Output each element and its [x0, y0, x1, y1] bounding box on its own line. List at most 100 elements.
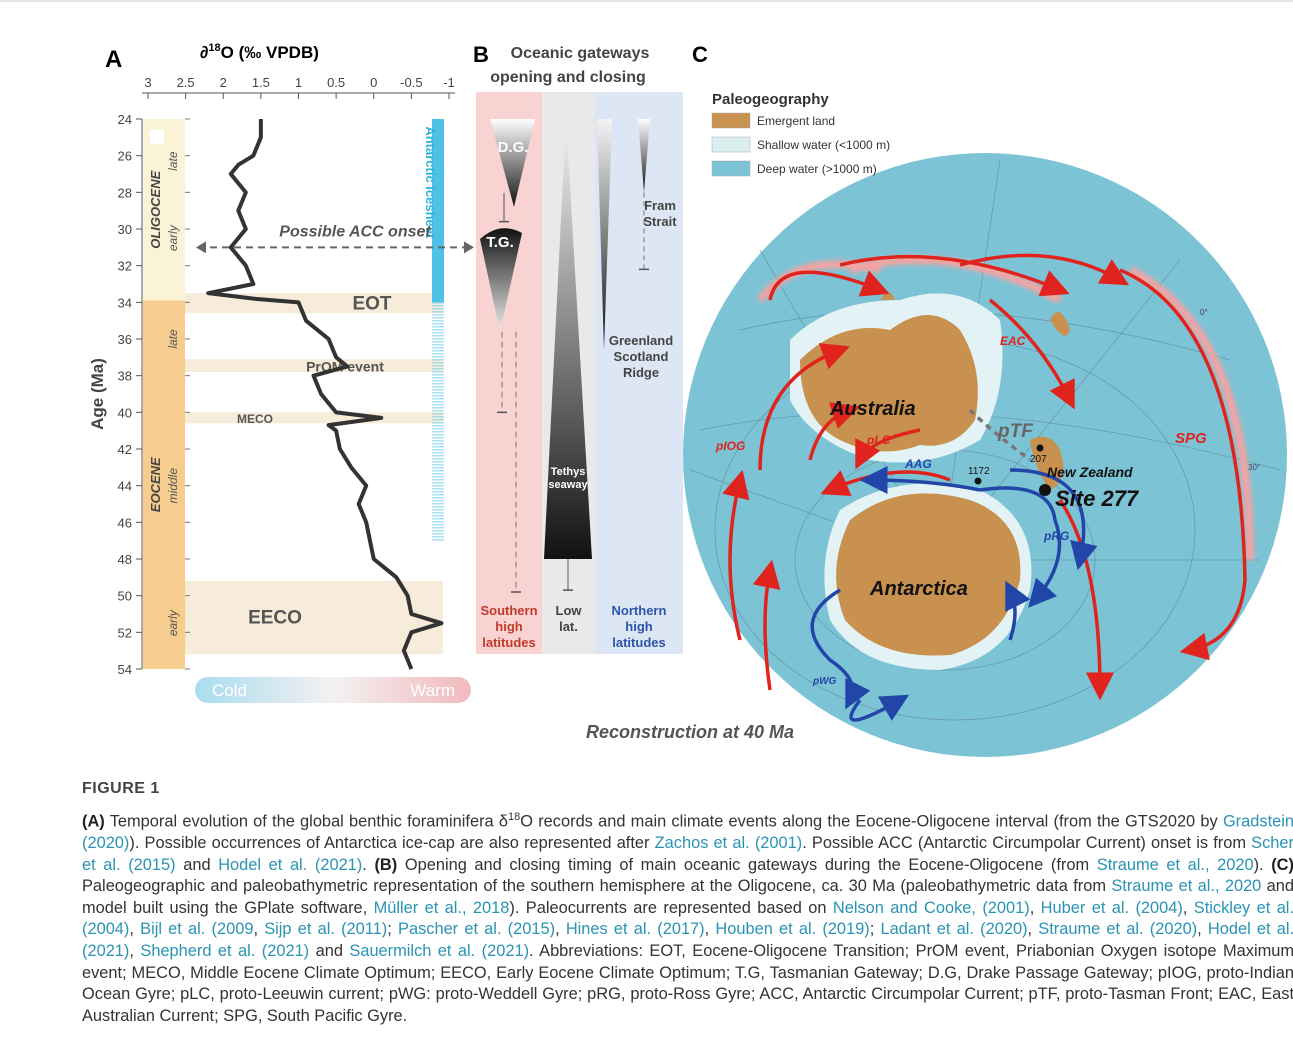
- caption-text: and: [309, 942, 350, 961]
- caption-text: . Possible ACC (Antarctic Circumpolar Cu…: [802, 834, 1252, 853]
- citation-link[interactable]: Nelson and Cooke, (2001): [832, 898, 1030, 917]
- citation-link[interactable]: Sauermilch et al. (2021): [349, 942, 530, 961]
- map-label: Antarctica: [869, 578, 968, 600]
- map-label: pWG: [812, 676, 837, 687]
- y-tick-label: 28: [118, 185, 132, 200]
- event-band: [185, 359, 443, 372]
- citation-link[interactable]: Hodel et al. (2021): [218, 855, 363, 874]
- caption-text: ,: [1029, 898, 1041, 917]
- map-label: New Zealand: [1047, 464, 1133, 480]
- panel-letter: B: [473, 42, 489, 67]
- y-tick-label: 32: [118, 259, 132, 274]
- citation-link[interactable]: Straume et al., 2020: [1096, 855, 1254, 874]
- citation-link[interactable]: Zachos et al. (2001): [654, 834, 803, 853]
- zone-label: lat.: [559, 619, 578, 634]
- y-tick-label: 40: [118, 405, 132, 420]
- epoch-band: [143, 300, 185, 669]
- caption-text: ). Paleocurrents are represented based o…: [509, 898, 833, 917]
- gateway-label: Greenland: [609, 333, 673, 348]
- caption-text: .: [362, 855, 375, 874]
- citation-link[interactable]: Bijl et al. (2009: [140, 920, 254, 939]
- caption-text: ,: [129, 920, 141, 939]
- map-label: Australia: [829, 398, 916, 420]
- epoch-marker: [150, 130, 164, 144]
- caption-text: ;: [869, 920, 881, 939]
- legend-title: Paleogeography: [712, 91, 829, 108]
- temperature-scale: [195, 677, 471, 703]
- caption-text: ;: [387, 920, 399, 939]
- citation-link[interactable]: Hodel et al. (2021): [82, 920, 1293, 961]
- x-tick-label: 1: [295, 75, 302, 90]
- gateway-triangle: [544, 119, 592, 559]
- caption-text: ,: [704, 920, 716, 939]
- sub-epoch-label: late: [166, 329, 180, 349]
- citation-link[interactable]: Stickley et al. (2004): [82, 898, 1293, 939]
- map-label: 207: [1030, 454, 1047, 465]
- text-part: O (‰ VPDB): [221, 43, 319, 62]
- site-277-dot: [1039, 484, 1051, 496]
- citation-link[interactable]: Huber et al. (2004): [1040, 898, 1183, 917]
- y-tick-label: 24: [118, 112, 132, 127]
- zone-label: high: [495, 619, 522, 634]
- citation-link[interactable]: Sijp et al. (2011): [264, 920, 388, 939]
- d18o-curve: [206, 119, 444, 670]
- citation-link[interactable]: Shepherd et al. (2021): [140, 942, 310, 961]
- x-axis-title: ∂18O (‰ VPDB): [200, 42, 319, 62]
- gateway-triangle: [480, 228, 522, 332]
- legend-label: Emergent land: [757, 114, 835, 128]
- epoch-label: OLIGOCENE: [148, 170, 163, 248]
- y-tick-label: 50: [118, 589, 132, 604]
- citation-link[interactable]: Hines et al. (2017): [565, 920, 705, 939]
- map-subtitle: Reconstruction at 40 Ma: [586, 722, 794, 742]
- caption-text: (B): [374, 855, 398, 874]
- event-label: MECO: [237, 412, 273, 426]
- map-label: pRG: [1043, 529, 1069, 543]
- caption-text: and model built using the GPlate softwar…: [82, 877, 1293, 917]
- zone-label: latitudes: [612, 635, 665, 650]
- legend-label: Shallow water (<1000 m): [757, 138, 890, 152]
- zone-label: Northern: [612, 603, 667, 618]
- y-tick-label: 46: [118, 515, 132, 530]
- panel-letter: C: [692, 42, 708, 67]
- gateway-triangle: [597, 119, 612, 350]
- text-part: 18: [208, 42, 220, 54]
- gateway-label: Strait: [643, 214, 677, 229]
- citation-link[interactable]: Scher et al. (2015): [82, 834, 1293, 874]
- x-tick-label: 0.5: [327, 75, 345, 90]
- caption: (A) Temporal evolution of the global ben…: [82, 807, 1293, 1027]
- icesheet-label: Antarctic icesheet: [423, 126, 438, 239]
- y-tick-label: 30: [118, 222, 132, 237]
- x-tick-label: 2: [220, 75, 227, 90]
- citation-link[interactable]: Straume et al., 2020: [1111, 877, 1262, 896]
- caption-text: ,: [253, 920, 265, 939]
- caption-text: ,: [1027, 920, 1039, 939]
- legend-swatch: [711, 160, 751, 177]
- citation-link[interactable]: Ladant et al. (2020): [880, 920, 1028, 939]
- y-tick-label: 42: [118, 442, 132, 457]
- citation-link[interactable]: Gradstein (2020): [82, 812, 1293, 853]
- y-tick-label: 36: [118, 332, 132, 347]
- caption-text: ). Possible occurrences of Antarctica ic…: [129, 834, 655, 853]
- citation-link[interactable]: Houben et al. (2019): [715, 920, 870, 939]
- x-tick-label: -0.5: [400, 75, 422, 90]
- zone-label: latitudes: [482, 635, 535, 650]
- sub-epoch-label: late: [166, 151, 180, 171]
- caption-text: ,: [129, 942, 141, 961]
- caption-text: 18: [508, 811, 521, 823]
- caption-text: (A): [82, 812, 105, 831]
- citation-link[interactable]: Straume et al. (2020): [1038, 920, 1198, 939]
- map-label: pTF: [997, 421, 1034, 442]
- event-band: [185, 581, 443, 655]
- y-axis-title: Age (Ma): [88, 358, 107, 430]
- citation-link[interactable]: Pascher et al. (2015): [398, 920, 556, 939]
- gateway-label: T.G.: [486, 234, 514, 251]
- citation-link[interactable]: Müller et al., 2018: [373, 898, 510, 917]
- caption-text: Paleogeographic and paleobathymetric rep…: [82, 877, 1112, 896]
- caption-text: and: [175, 855, 219, 874]
- gateway-label: Tethys: [551, 466, 586, 478]
- map-label: pIOG: [715, 439, 745, 453]
- zone-label: Low: [556, 603, 583, 618]
- gateway-label: D.G.: [498, 139, 529, 156]
- epoch-label: EOCENE: [148, 457, 163, 512]
- map-label: AAG: [904, 457, 932, 471]
